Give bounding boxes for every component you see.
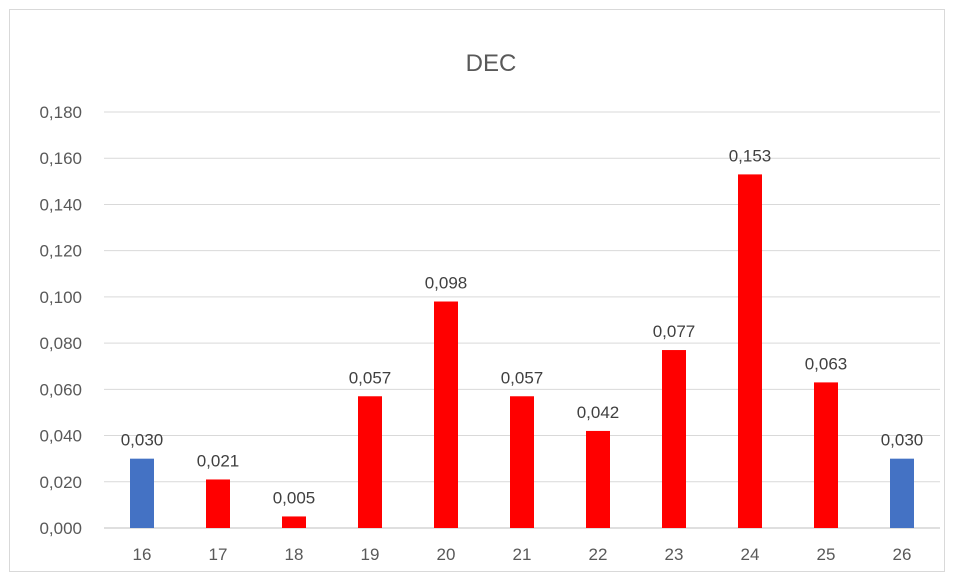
x-axis: 16 17 18 19 20 21 22 23 24 25 26 (133, 545, 912, 564)
data-label: 0,021 (197, 451, 240, 470)
x-tick-label: 23 (665, 545, 684, 564)
data-label: 0,030 (121, 431, 164, 450)
x-tick-label: 19 (361, 545, 380, 564)
x-tick-label: 24 (741, 545, 760, 564)
data-label: 0,030 (881, 431, 924, 450)
bar (358, 396, 382, 528)
bar (738, 174, 762, 528)
y-axis: 0,000 0,020 0,040 0,060 0,080 0,100 0,120 0,140… (39, 103, 82, 538)
x-tick-label: 21 (513, 545, 532, 564)
y-tick-label: 0,100 (39, 288, 82, 307)
y-tick-label: 0,040 (39, 427, 82, 446)
bar (130, 458, 154, 528)
data-label: 0,098 (425, 274, 468, 293)
y-tick-label: 0,000 (39, 519, 82, 538)
chart-frame (9, 9, 945, 572)
bar (662, 350, 686, 528)
y-tick-label: 0,140 (39, 195, 82, 214)
data-label: 0,005 (273, 488, 316, 507)
x-tick-label: 22 (589, 545, 608, 564)
y-tick-label: 0,160 (39, 149, 82, 168)
bar (510, 396, 534, 528)
y-tick-label: 0,060 (39, 380, 82, 399)
data-label: 0,077 (653, 322, 696, 341)
bar (814, 382, 838, 528)
y-tick-label: 0,080 (39, 334, 82, 353)
y-tick-label: 0,020 (39, 473, 82, 492)
data-label: 0,057 (349, 368, 392, 387)
data-label: 0,063 (805, 354, 848, 373)
y-tick-label: 0,120 (39, 242, 82, 261)
gridlines (104, 111, 940, 529)
bar (434, 301, 458, 528)
bars (130, 174, 914, 528)
y-tick-label: 0,180 (39, 103, 82, 122)
bar (586, 430, 610, 528)
data-label: 0,042 (577, 403, 620, 422)
x-tick-label: 17 (209, 545, 228, 564)
data-label: 0,153 (729, 146, 772, 165)
chart-title: DEC (466, 50, 517, 77)
x-tick-label: 26 (893, 545, 912, 564)
bar (282, 516, 306, 528)
bar (890, 458, 914, 528)
data-label: 0,057 (501, 368, 544, 387)
x-tick-label: 18 (285, 545, 304, 564)
data-labels: 0,030 0,021 0,005 0,057 0,098 0,057 0,042 0,077… (121, 146, 924, 507)
x-tick-label: 16 (133, 545, 152, 564)
x-tick-label: 20 (437, 545, 456, 564)
bar (206, 479, 230, 528)
x-tick-label: 25 (817, 545, 836, 564)
